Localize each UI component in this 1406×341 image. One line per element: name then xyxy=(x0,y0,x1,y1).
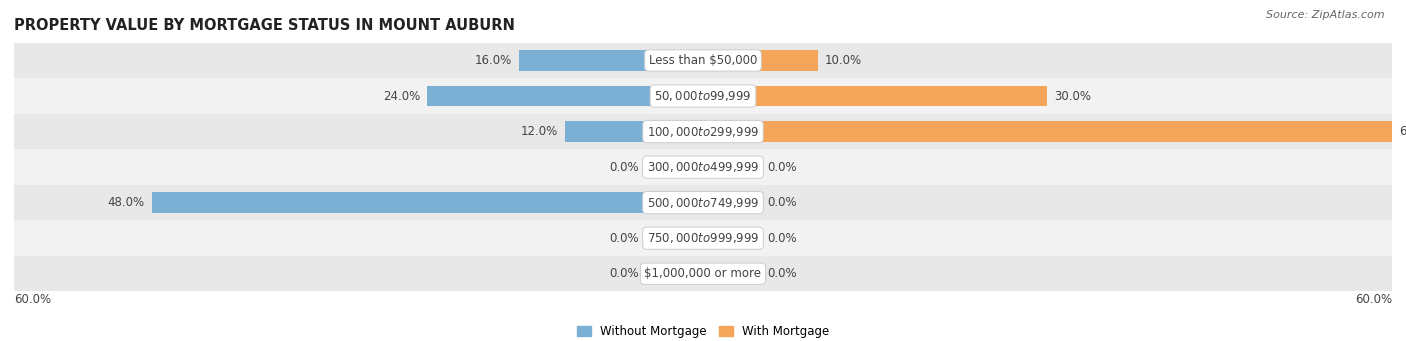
Text: 0.0%: 0.0% xyxy=(609,267,638,280)
Bar xyxy=(645,228,703,249)
Bar xyxy=(519,50,703,71)
Bar xyxy=(703,263,761,284)
Bar xyxy=(14,114,1392,149)
Text: $1,000,000 or more: $1,000,000 or more xyxy=(644,267,762,280)
Text: 60.0%: 60.0% xyxy=(1399,125,1406,138)
Bar xyxy=(14,43,1392,78)
Text: 10.0%: 10.0% xyxy=(825,54,862,67)
Bar xyxy=(703,192,761,213)
Bar xyxy=(427,86,703,106)
Text: 0.0%: 0.0% xyxy=(609,232,638,245)
Text: 0.0%: 0.0% xyxy=(768,232,797,245)
Bar xyxy=(565,121,703,142)
Bar xyxy=(703,50,818,71)
Bar xyxy=(645,157,703,177)
Bar xyxy=(703,228,761,249)
Text: 0.0%: 0.0% xyxy=(768,161,797,174)
Text: 24.0%: 24.0% xyxy=(384,89,420,103)
Bar xyxy=(645,263,703,284)
Text: Source: ZipAtlas.com: Source: ZipAtlas.com xyxy=(1267,10,1385,20)
Bar xyxy=(703,121,1392,142)
Bar xyxy=(14,220,1392,256)
Bar xyxy=(152,192,703,213)
Bar xyxy=(14,256,1392,292)
Text: $750,000 to $999,999: $750,000 to $999,999 xyxy=(647,231,759,245)
Text: 30.0%: 30.0% xyxy=(1054,89,1091,103)
Bar xyxy=(703,157,761,177)
Text: $50,000 to $99,999: $50,000 to $99,999 xyxy=(654,89,752,103)
Text: 60.0%: 60.0% xyxy=(1355,293,1392,306)
Bar xyxy=(14,149,1392,185)
Text: 0.0%: 0.0% xyxy=(768,267,797,280)
Bar xyxy=(14,78,1392,114)
Text: 48.0%: 48.0% xyxy=(108,196,145,209)
Legend: Without Mortgage, With Mortgage: Without Mortgage, With Mortgage xyxy=(572,321,834,341)
Text: $500,000 to $749,999: $500,000 to $749,999 xyxy=(647,196,759,210)
Text: 60.0%: 60.0% xyxy=(14,293,51,306)
Text: $100,000 to $299,999: $100,000 to $299,999 xyxy=(647,124,759,138)
Bar xyxy=(703,86,1047,106)
Bar xyxy=(14,185,1392,220)
Text: 0.0%: 0.0% xyxy=(768,196,797,209)
Text: 0.0%: 0.0% xyxy=(609,161,638,174)
Text: 16.0%: 16.0% xyxy=(475,54,512,67)
Text: Less than $50,000: Less than $50,000 xyxy=(648,54,758,67)
Text: 12.0%: 12.0% xyxy=(522,125,558,138)
Text: $300,000 to $499,999: $300,000 to $499,999 xyxy=(647,160,759,174)
Text: PROPERTY VALUE BY MORTGAGE STATUS IN MOUNT AUBURN: PROPERTY VALUE BY MORTGAGE STATUS IN MOU… xyxy=(14,18,515,33)
